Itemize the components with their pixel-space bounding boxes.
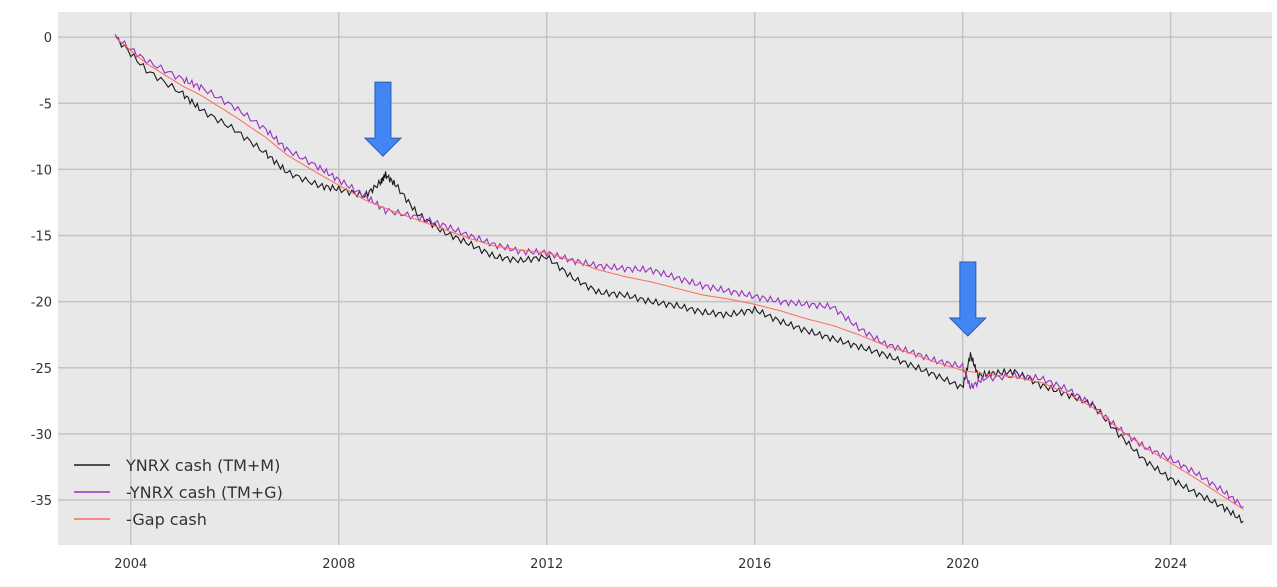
x-tick-label: 2012 [530,557,563,572]
y-tick-label: -30 [31,428,52,443]
x-tick-label: 2004 [114,557,147,572]
down-arrow-icon [363,81,403,157]
plot-area [58,12,1272,545]
legend: YNRX cash (TM+M) -YNRX cash (TM+G) -Gap … [74,456,283,529]
x-tick-labels: 2004 2008 2012 2016 2020 2024 [114,557,1187,572]
y-tick-label: -20 [31,296,52,311]
y-tick-label: -15 [31,230,52,245]
series-line-0 [115,36,1244,524]
legend-label-0: YNRX cash (TM+M) [125,456,280,475]
legend-label-1: -YNRX cash (TM+G) [126,483,283,502]
down-arrow-icon [948,261,988,337]
grid-lines [58,12,1272,545]
series-line-2 [114,36,1244,510]
series-line-1 [114,34,1244,509]
x-tick-label: 2008 [322,557,355,572]
y-tick-label: -10 [31,163,52,178]
y-tick-label: 0 [44,31,52,46]
x-tick-label: 2024 [1154,557,1187,572]
series-lines [114,34,1244,524]
y-tick-labels: 0 -5 -10 -15 -20 -25 -30 -35 [31,31,52,509]
x-tick-label: 2016 [738,557,771,572]
y-tick-label: -5 [39,97,52,112]
legend-label-2: -Gap cash [126,510,207,529]
x-tick-label: 2020 [946,557,979,572]
y-tick-label: -35 [31,494,52,509]
annotation-arrows [363,81,988,337]
y-tick-label: -25 [31,362,52,377]
